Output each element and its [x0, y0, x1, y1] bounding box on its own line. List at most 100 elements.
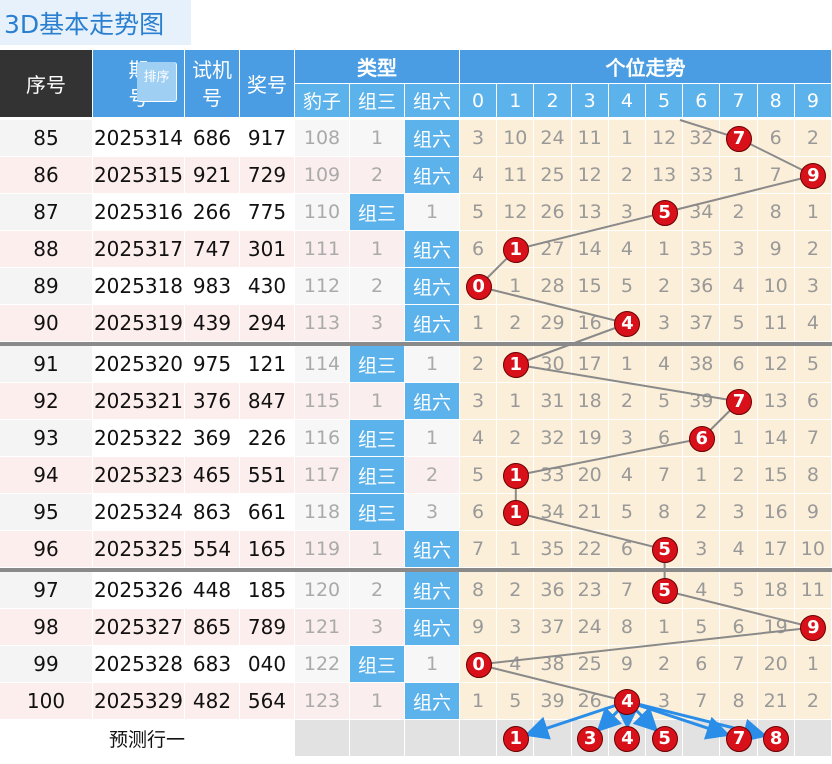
prediction-cell [460, 720, 498, 757]
cell-prize: 847 [240, 383, 295, 420]
sort-button[interactable]: 排序 [137, 62, 177, 102]
trend-cell: 5 [608, 494, 646, 531]
trend-cell: 17 [757, 531, 795, 568]
cell-test: 482 [185, 683, 240, 720]
trend-cell: 24 [571, 609, 609, 646]
trend-cell: 7 [683, 683, 721, 720]
trend-cell: 10 [497, 120, 535, 157]
hit-ball: 0 [465, 273, 492, 300]
trend-cell: 16 [757, 494, 795, 531]
type-count: 1 [350, 683, 405, 720]
trend-cell: 12 [646, 120, 684, 157]
trend-cell: 7 [646, 457, 684, 494]
type-tag: 组六 [405, 572, 460, 609]
hit-ball: 5 [651, 577, 678, 604]
type-tag: 组三 [350, 646, 405, 683]
trend-cell: 1 [720, 420, 758, 457]
cell-prize: 775 [240, 194, 295, 231]
type-tag: 组六 [405, 683, 460, 720]
trend-cell: 15 [757, 457, 795, 494]
type-tag: 组六 [405, 157, 460, 194]
trend-cell: 12 [571, 157, 609, 194]
cell-no: 97 [0, 572, 93, 609]
header-digit: 1 [497, 84, 535, 118]
cell-issue: 2025315 [93, 157, 185, 194]
trend-cell: 9 [460, 609, 498, 646]
cell-test: 465 [185, 457, 240, 494]
prediction-cell [794, 720, 832, 757]
type-tag: 组六 [405, 383, 460, 420]
type-count: 1 [350, 531, 405, 568]
header-type-sub: 组三 [350, 84, 405, 118]
cell-no: 98 [0, 609, 93, 646]
type-tag: 组六 [405, 120, 460, 157]
cell-no: 94 [0, 457, 93, 494]
trend-cell: 11 [757, 305, 795, 342]
trend-line [478, 285, 628, 325]
hit-ball: 4 [614, 310, 641, 337]
trend-line [515, 322, 628, 366]
trend-cell: 9 [608, 646, 646, 683]
type-count: 119 [295, 531, 350, 568]
trend-cell: 2 [497, 305, 535, 342]
cell-test: 747 [185, 231, 240, 268]
cell-prize: 294 [240, 305, 295, 342]
trend-cell: 2 [794, 683, 832, 720]
prediction-type-cell [405, 720, 460, 757]
hit-ball: 5 [651, 536, 678, 563]
trend-cell: 5 [720, 572, 758, 609]
trend-cell: 18 [571, 383, 609, 420]
trend-cell: 8 [608, 609, 646, 646]
prediction-ball: 1 [502, 725, 529, 752]
type-count: 112 [295, 268, 350, 305]
header-digit: 8 [757, 84, 795, 118]
trend-cell: 21 [757, 683, 795, 720]
type-tag: 组六 [405, 268, 460, 305]
trend-cell: 3 [720, 231, 758, 268]
trend-cell: 8 [646, 494, 684, 531]
trend-cell: 13 [646, 157, 684, 194]
trend-cell: 13 [757, 383, 795, 420]
trend-cell: 5 [720, 305, 758, 342]
header-type-sub: 豹子 [295, 84, 350, 118]
type-count: 3 [350, 305, 405, 342]
trend-cell: 37 [534, 609, 572, 646]
cell-test: 376 [185, 383, 240, 420]
trend-cell: 24 [534, 120, 572, 157]
cell-issue: 2025314 [93, 120, 185, 157]
trend-cell: 21 [571, 494, 609, 531]
cell-prize: 185 [240, 572, 295, 609]
trend-cell: 31 [534, 383, 572, 420]
trend-cell: 6 [683, 646, 721, 683]
cell-test: 448 [185, 572, 240, 609]
trend-line [515, 437, 702, 477]
cell-issue: 2025325 [93, 531, 185, 568]
cell-test: 266 [185, 194, 240, 231]
trend-cell: 6 [460, 231, 498, 268]
trend-cell: 2 [460, 346, 498, 383]
trend-cell: 15 [571, 268, 609, 305]
header-digit: 5 [646, 84, 684, 118]
cell-issue: 2025324 [93, 494, 185, 531]
trend-cell: 12 [757, 346, 795, 383]
trend-cell: 1 [646, 231, 684, 268]
trend-cell: 11 [794, 572, 832, 609]
hit-ball: 0 [465, 651, 492, 678]
trend-cell: 1 [497, 383, 535, 420]
row-separator [0, 342, 832, 346]
cell-prize: 165 [240, 531, 295, 568]
trend-cell: 9 [794, 494, 832, 531]
trend-cell: 9 [757, 231, 795, 268]
trend-cell: 3 [646, 305, 684, 342]
trend-cell: 18 [757, 572, 795, 609]
trend-cell: 4 [720, 268, 758, 305]
trend-cell: 2 [720, 194, 758, 231]
trend-cell: 35 [683, 231, 721, 268]
trend-cell: 1 [794, 646, 832, 683]
type-count: 115 [295, 383, 350, 420]
trend-line [478, 663, 628, 703]
hit-ball: 9 [800, 162, 827, 189]
type-count: 110 [295, 194, 350, 231]
cell-no: 92 [0, 383, 93, 420]
cell-issue: 2025322 [93, 420, 185, 457]
